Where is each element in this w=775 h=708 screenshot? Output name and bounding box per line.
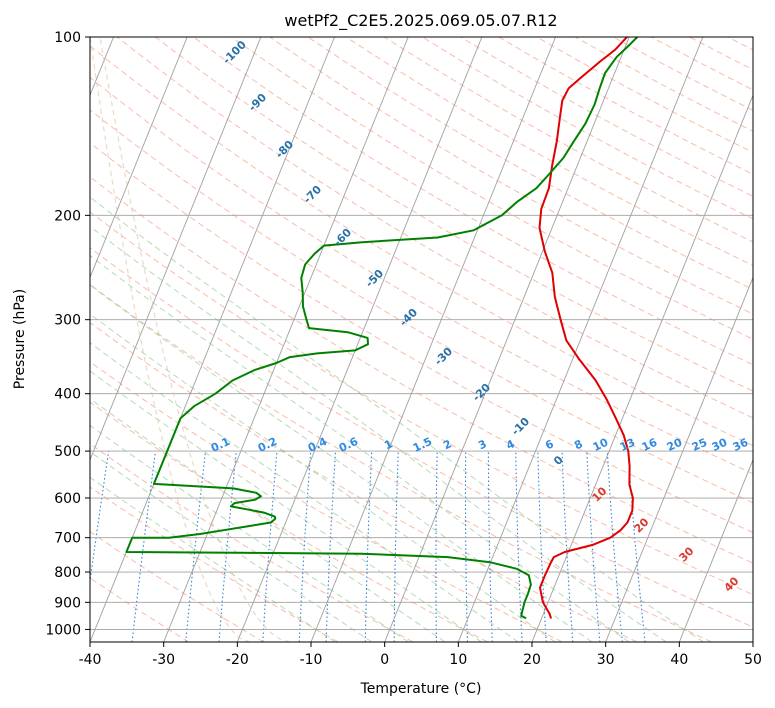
axis-ticks: -40 -30 -20 -10 0 10 20 30 40 50 100 200 300 400 500 60… bbox=[45, 30, 762, 668]
moist-adiabat-line bbox=[90, 284, 593, 642]
y-tick-label: 1000 bbox=[45, 622, 81, 638]
isotherm-line bbox=[531, 94, 753, 642]
dry-adiabat-line bbox=[90, 109, 753, 504]
dry-adiabat-line bbox=[154, 37, 753, 392]
mixing-ratio-label: 25 bbox=[690, 436, 709, 454]
y-tick-label: 400 bbox=[54, 387, 81, 403]
moist-adiabat-line bbox=[90, 313, 556, 642]
x-tick-label: 30 bbox=[597, 652, 615, 668]
y-tick-label: 600 bbox=[54, 491, 81, 507]
dry-adiabat-line bbox=[269, 37, 753, 315]
moist-adiabat-line bbox=[90, 451, 373, 642]
background-reference-lines bbox=[90, 37, 753, 642]
y-tick-label: 100 bbox=[54, 30, 81, 46]
dry-adiabat-line bbox=[90, 530, 264, 642]
dry-adiabat-line bbox=[90, 76, 753, 475]
dry-adiabat-line bbox=[116, 37, 753, 419]
plot-frame bbox=[89, 36, 754, 643]
isotherm-line bbox=[163, 37, 409, 642]
moist-adiabat-line bbox=[90, 196, 704, 642]
moist-adiabat-line bbox=[90, 370, 482, 642]
dewpoint-line bbox=[125, 37, 639, 620]
moist-adiabat-line bbox=[90, 476, 336, 642]
dry-adiabat-line bbox=[90, 361, 563, 642]
mixing-ratio-line bbox=[185, 451, 207, 642]
moist-adiabat-line bbox=[90, 397, 446, 642]
isotherm-line bbox=[90, 37, 262, 461]
x-tick-label: -40 bbox=[79, 652, 102, 668]
mixing-ratio-line bbox=[606, 451, 623, 642]
x-tick-label: 0 bbox=[380, 652, 389, 668]
x-tick-label: -10 bbox=[300, 652, 323, 668]
y-tick-label: 500 bbox=[54, 444, 81, 460]
mixing-ratio-label: 30 bbox=[710, 436, 730, 454]
moist-adiabat-line bbox=[90, 254, 630, 642]
x-tick-label: 10 bbox=[449, 652, 467, 668]
x-tick-label: 50 bbox=[744, 652, 762, 668]
isotherm-line bbox=[605, 276, 753, 642]
y-axis-label: Pressure (hPa) bbox=[12, 289, 28, 389]
mixing-ratio-label: 20 bbox=[665, 436, 685, 454]
sounding-traces bbox=[125, 37, 639, 620]
isotherm-line bbox=[384, 37, 630, 642]
dry-adiabat-line bbox=[90, 283, 712, 642]
y-tick-label: 900 bbox=[54, 595, 81, 611]
dry-adiabat-line bbox=[90, 211, 753, 596]
dry-adiabat-line bbox=[90, 322, 638, 642]
mixing-ratio-line bbox=[586, 451, 601, 642]
y-tick-label: 300 bbox=[54, 313, 81, 329]
mixing-ratio-line bbox=[218, 451, 237, 642]
moist-adiabat-line bbox=[90, 225, 667, 642]
isotherm-line bbox=[310, 37, 556, 642]
y-tick-label: 800 bbox=[54, 565, 81, 581]
moist-adiabat-line bbox=[90, 342, 519, 642]
x-tick-label: -30 bbox=[152, 652, 175, 668]
moist-adiabat-line bbox=[90, 424, 409, 642]
isotherm-line bbox=[678, 458, 753, 642]
x-tick-label: -20 bbox=[226, 652, 249, 668]
x-axis-label: Temperature (°C) bbox=[360, 681, 482, 697]
dry-adiabat-line bbox=[90, 247, 753, 628]
x-tick-label: 40 bbox=[670, 652, 688, 668]
mixing-ratio-label: 13 bbox=[618, 436, 637, 454]
isotherm-line bbox=[457, 37, 704, 642]
dry-adiabat-line bbox=[307, 37, 753, 291]
temperature-line bbox=[538, 37, 634, 619]
isotherm-line bbox=[90, 37, 188, 279]
y-tick-label: 200 bbox=[54, 208, 81, 224]
dry-adiabat-line bbox=[193, 37, 753, 366]
dry-adiabat-line bbox=[90, 142, 753, 534]
mixing-ratio-label: 10 bbox=[591, 436, 611, 454]
mixing-ratio-line bbox=[90, 451, 110, 586]
outer-reference-curve bbox=[90, 37, 251, 642]
x-tick-label: 20 bbox=[523, 652, 541, 668]
y-tick-label: 700 bbox=[54, 531, 81, 547]
mixing-ratio-label: 36 bbox=[731, 436, 751, 454]
mixing-ratio-label: 16 bbox=[640, 436, 660, 454]
isotherm-line bbox=[236, 37, 483, 642]
chart-title: wetPf2_C2E5.2025.069.05.07.R12 bbox=[284, 11, 557, 31]
